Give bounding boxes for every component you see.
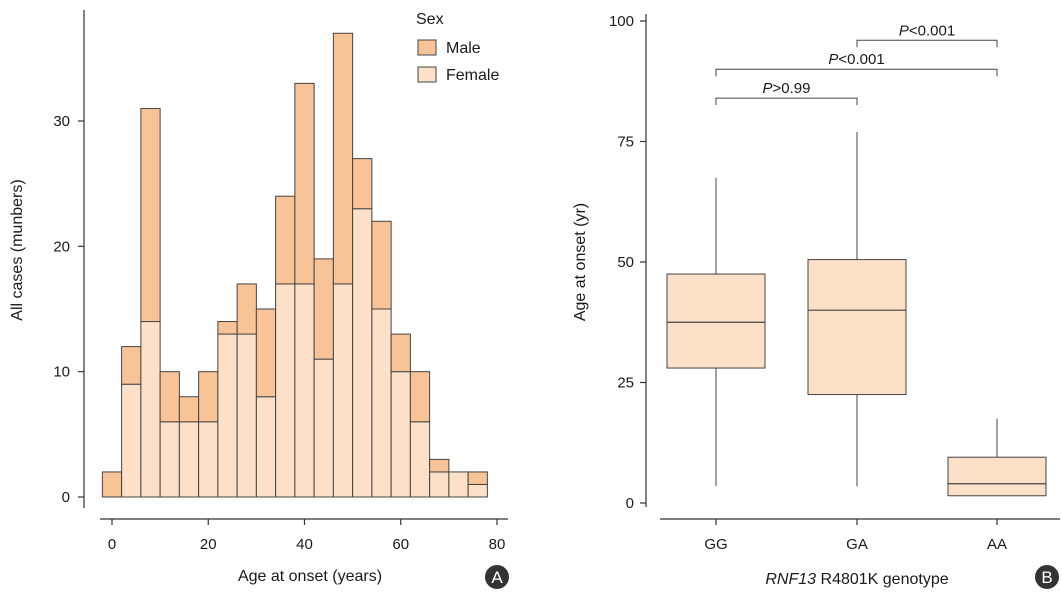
- x-axis-label-b: RNF13 R4801K genotype: [765, 571, 948, 588]
- legend-label-male: Male: [446, 40, 481, 57]
- significance-bracket: P<0.001: [856, 22, 998, 48]
- bar-male: [371, 220, 392, 310]
- p-value-label: P<0.001: [828, 51, 884, 68]
- bracket-line: [856, 39, 998, 48]
- histogram-bars: [101, 32, 488, 498]
- p-value-label: P<0.001: [899, 22, 955, 39]
- box-iqr: [807, 259, 907, 396]
- bar-female: [332, 283, 354, 498]
- box-iqr: [666, 273, 766, 369]
- y-tick-label: 30: [53, 113, 70, 130]
- x-tick-label-gg: GG: [704, 536, 727, 553]
- bar-female: [159, 421, 180, 498]
- bar-female: [140, 321, 161, 498]
- bar-female: [371, 308, 392, 498]
- bar-female: [467, 483, 488, 498]
- bar-female: [352, 208, 373, 498]
- bar-male: [121, 346, 142, 385]
- x-tick-label: 40: [296, 536, 313, 553]
- x-tick-label: 0: [108, 536, 116, 553]
- y-axis-label: All cases (munbers): [9, 179, 26, 320]
- bracket-line: [715, 68, 998, 77]
- bar-female: [294, 283, 315, 498]
- x-axis-label: Age at onset (years): [238, 568, 382, 585]
- bar-female: [236, 333, 257, 498]
- significance-bracket: P<0.001: [715, 51, 998, 77]
- bar-female: [121, 383, 142, 498]
- bar-female: [178, 421, 200, 498]
- legend-title: Sex: [416, 11, 444, 28]
- x-axis-ticks-b: GG GA AA: [704, 519, 1007, 553]
- bar-male: [159, 371, 180, 423]
- bar-male: [429, 458, 450, 473]
- bar-male: [198, 371, 219, 423]
- bar-male: [236, 283, 257, 335]
- y-axis-label-b: Age at onset (yr): [572, 203, 589, 321]
- x-tick-label: 80: [489, 536, 506, 553]
- bar-male: [140, 107, 161, 323]
- x-tick-label: 20: [200, 536, 217, 553]
- boxplot-panel: P>0.99 P<0.001 P<0.001 0 25 50 75 100 GG GA AA R…: [572, 13, 1060, 589]
- legend-swatch-male: [417, 39, 437, 56]
- bar-female: [448, 471, 469, 498]
- x-axis-ticks: 0 20 40 60 80: [108, 519, 506, 553]
- y-tick-label-b: 25: [617, 375, 634, 392]
- p-value-label: P>0.99: [763, 80, 811, 97]
- bar-male: [294, 82, 315, 285]
- y-tick-label: 0: [62, 489, 70, 506]
- bar-male: [352, 158, 373, 210]
- bar-female: [409, 421, 431, 498]
- legend-label-female: Female: [446, 67, 499, 84]
- y-tick-label-b: 100: [609, 13, 634, 30]
- x-tick-label: 60: [392, 536, 409, 553]
- panel-label-a-badge: [485, 565, 509, 589]
- bar-male: [255, 308, 277, 398]
- y-axis-ticks-b: 0 25 50 75 100: [609, 13, 646, 512]
- bar-male: [101, 471, 123, 498]
- y-tick-label: 20: [53, 238, 70, 255]
- significance-bracket: P>0.99: [715, 80, 858, 106]
- x-axis-label-rest: R4801K genotype: [816, 571, 949, 588]
- legend: Sex Male Female: [416, 11, 499, 84]
- bar-male: [178, 396, 200, 423]
- bar-male: [217, 321, 238, 335]
- bar-female: [390, 371, 411, 498]
- bar-female: [429, 471, 450, 498]
- bar-female: [217, 333, 238, 498]
- bar-female: [275, 283, 296, 498]
- y-tick-label-b: 50: [617, 254, 634, 271]
- bar-male: [390, 333, 411, 373]
- y-tick-label-b: 75: [617, 134, 634, 151]
- box-ga: [807, 131, 907, 487]
- x-tick-label-ga: GA: [846, 536, 868, 553]
- bar-female: [198, 421, 219, 498]
- bar-female: [313, 358, 334, 498]
- y-tick-label-b: 0: [626, 495, 634, 512]
- x-tick-label-aa: AA: [987, 536, 1007, 553]
- box-iqr: [947, 456, 1047, 497]
- bar-male: [467, 471, 488, 485]
- bracket-line: [715, 97, 858, 106]
- box-gg: [666, 177, 766, 487]
- histogram-panel: 0 10 20 30 0 20 40 60 80 Age at onset (years) A…: [9, 10, 509, 589]
- panel-label-a: A: [491, 568, 503, 587]
- bar-female: [255, 396, 277, 498]
- bar-male: [332, 32, 354, 285]
- box-plots: [666, 131, 1047, 497]
- panel-label-b-badge: [1035, 565, 1059, 589]
- y-axis-ticks: 0 10 20 30: [53, 113, 84, 506]
- x-axis-label-gene: RNF13: [765, 571, 816, 588]
- legend-swatch-female: [417, 66, 437, 83]
- bar-male: [313, 258, 334, 360]
- significance-brackets: P>0.99 P<0.001 P<0.001: [715, 22, 998, 106]
- bar-male: [275, 195, 296, 285]
- y-tick-label: 10: [53, 364, 70, 381]
- box-aa: [947, 418, 1047, 497]
- panel-label-b: B: [1041, 568, 1052, 587]
- bar-male: [409, 371, 431, 423]
